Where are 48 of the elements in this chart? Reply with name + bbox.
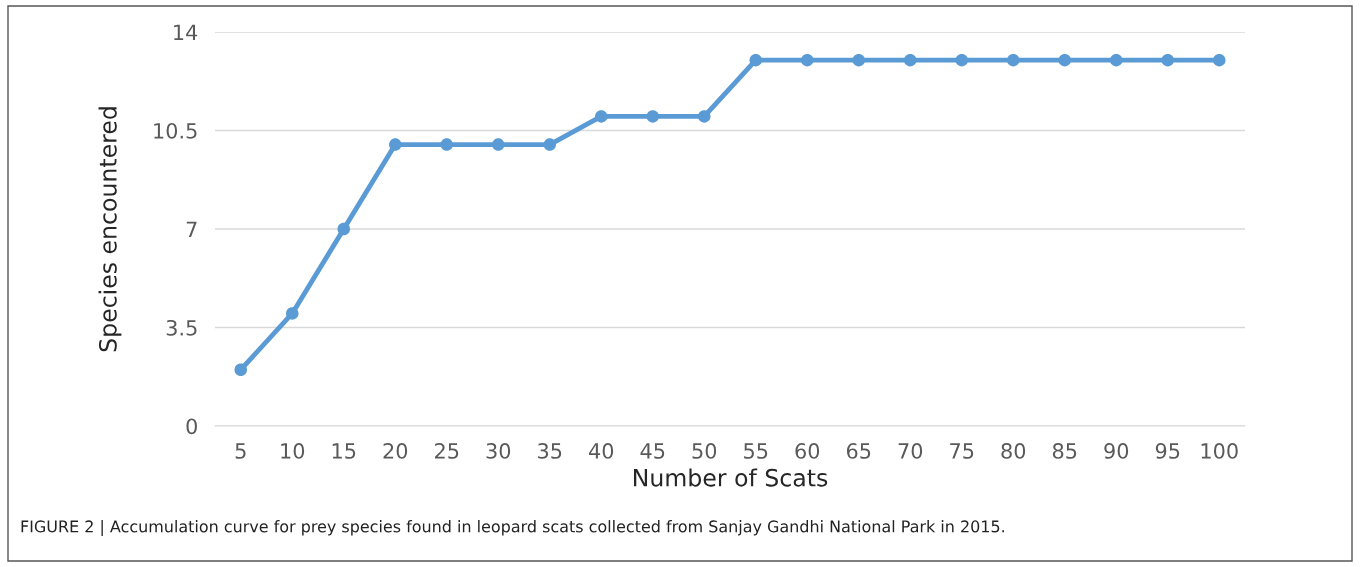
x-tick-label: 85 (1052, 443, 1077, 459)
x-tick-label: 75 (950, 443, 974, 459)
caption: FIGURE 2 | Accumulation curve for prey species found in leopard scats collected from Sanjay Gandhi National Park in 2015. (21, 520, 1004, 536)
point (749, 53, 762, 67)
x-tick-label: 55 (744, 443, 768, 459)
x-tick-label: 60 (795, 443, 820, 459)
point (698, 110, 711, 123)
x-tick-label: 15 (332, 443, 356, 459)
x-axis-title: Number of Scats (634, 468, 828, 487)
point (1161, 53, 1174, 67)
x-tick-label: 50 (692, 443, 717, 459)
x-tick-label: 30 (486, 443, 511, 459)
x-tick-label: 20 (383, 443, 408, 459)
y-tick-label: 7 (186, 221, 197, 237)
point (1110, 53, 1123, 67)
point (234, 363, 247, 376)
x-tick-label: 25 (435, 443, 459, 459)
point (904, 53, 917, 67)
point (492, 138, 505, 151)
x-tick-label: 90 (1104, 443, 1129, 459)
x-tick-label: 40 (589, 443, 614, 459)
point (543, 138, 556, 151)
y-tick-label: 3.5 (166, 319, 197, 336)
point (595, 110, 608, 123)
point (852, 53, 865, 67)
x-tick-label: 45 (640, 443, 665, 459)
x-tick-label: 70 (898, 443, 923, 459)
x-tick-label: 65 (846, 443, 871, 459)
point (1058, 53, 1071, 67)
x-tick-label: 95 (1155, 443, 1180, 459)
point (646, 110, 659, 123)
point (1007, 53, 1020, 67)
point (955, 53, 968, 67)
y-tick-label: 0 (186, 418, 197, 435)
x-tick-label: 35 (538, 443, 562, 459)
x-tick-label: 80 (1001, 443, 1026, 459)
point (440, 138, 453, 151)
y-axis-title: Species encountered (98, 107, 122, 352)
y-tick-label: 10.5 (154, 122, 197, 139)
y-tick-label: 14 (174, 24, 198, 40)
point (337, 222, 350, 236)
point (801, 53, 814, 67)
x-tick-label: 5 (235, 443, 246, 459)
x-tick-label: 10 (281, 443, 305, 459)
point (1213, 53, 1226, 67)
point (389, 138, 402, 151)
x-tick-label: 100 (1201, 443, 1238, 459)
point (286, 307, 299, 320)
